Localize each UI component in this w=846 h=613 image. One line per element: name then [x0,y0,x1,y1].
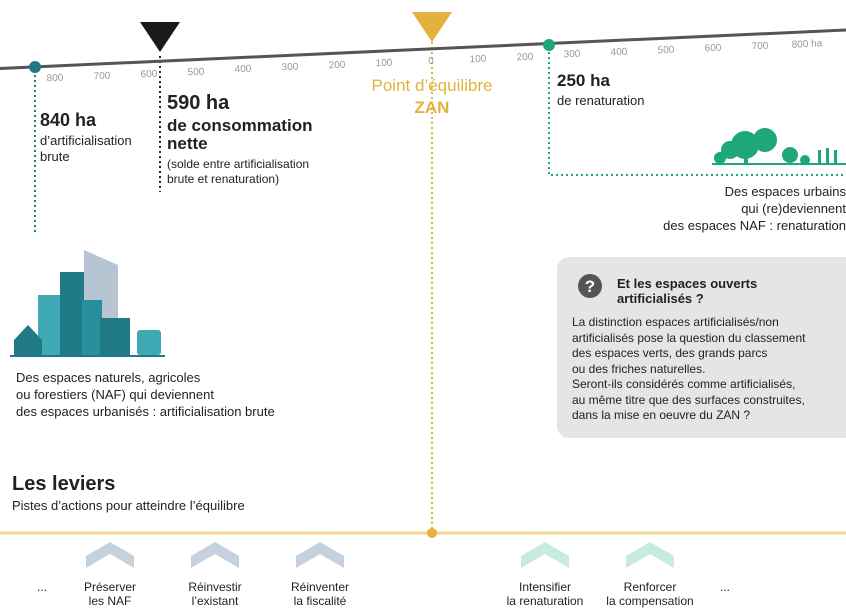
label: de consommation [167,117,312,135]
levers-subtitle: Pistes d’actions pour atteindre l’équili… [12,498,245,513]
chevron [521,542,569,568]
note: (solde entre artificialisation [167,157,309,172]
label: ZAN [352,99,512,117]
question-body: artificialisés pose la question du class… [572,331,805,346]
lever-label: la compensation [570,594,730,609]
label: de renaturation [557,93,644,108]
label: nette [167,135,208,153]
question-mark: ? [585,277,595,296]
question-body: La distinction espaces artificialisés/no… [572,315,779,330]
chevrons [86,542,674,568]
lever-label: ... [645,580,805,595]
amount: 590 ha [167,92,229,114]
city-icon [10,250,165,356]
caption: qui (re)deviennent [741,201,846,216]
chevron [626,542,674,568]
label: Point d’équilibre [352,77,512,95]
amount: 840 ha [40,110,96,130]
marker [412,12,452,42]
trees-icon [712,128,846,165]
question-body: dans la mise en oeuvre du ZAN ? [572,408,750,423]
leader [549,47,846,175]
question-body: Seront-ils considérés comme artificialis… [572,377,795,392]
question-title: artificialisés ? [617,291,704,306]
caption: des espaces NAF : renaturation [663,218,846,233]
label: brute [40,149,70,164]
amount: 250 ha [557,72,610,90]
marker [140,22,180,52]
lever-label: Réinventer [240,580,400,595]
caption: ou forestiers (NAF) qui deviennent [16,387,214,402]
chevron [191,542,239,568]
lever-label: la fiscalité [240,594,400,609]
caption: Des espaces urbains [725,184,846,199]
levers-title: Les leviers [12,473,115,495]
levers-marker [427,528,437,538]
label: d’artificialisation [40,133,132,148]
note: brute et renaturation) [167,172,279,187]
question-title: Et les espaces ouverts [617,276,757,291]
question-body: des espaces verts, des grands parcs [572,346,767,361]
caption: des espaces urbanisés : artificialisatio… [16,404,275,419]
question-body: ou des friches naturelles. [572,362,705,377]
chevron [296,542,344,568]
question-body: au même titre que des surfaces construit… [572,393,805,408]
chevron [86,542,134,568]
caption: Des espaces naturels, agricoles [16,370,200,385]
infographic: ? 80070060050040030020010001002003004005… [0,0,846,613]
